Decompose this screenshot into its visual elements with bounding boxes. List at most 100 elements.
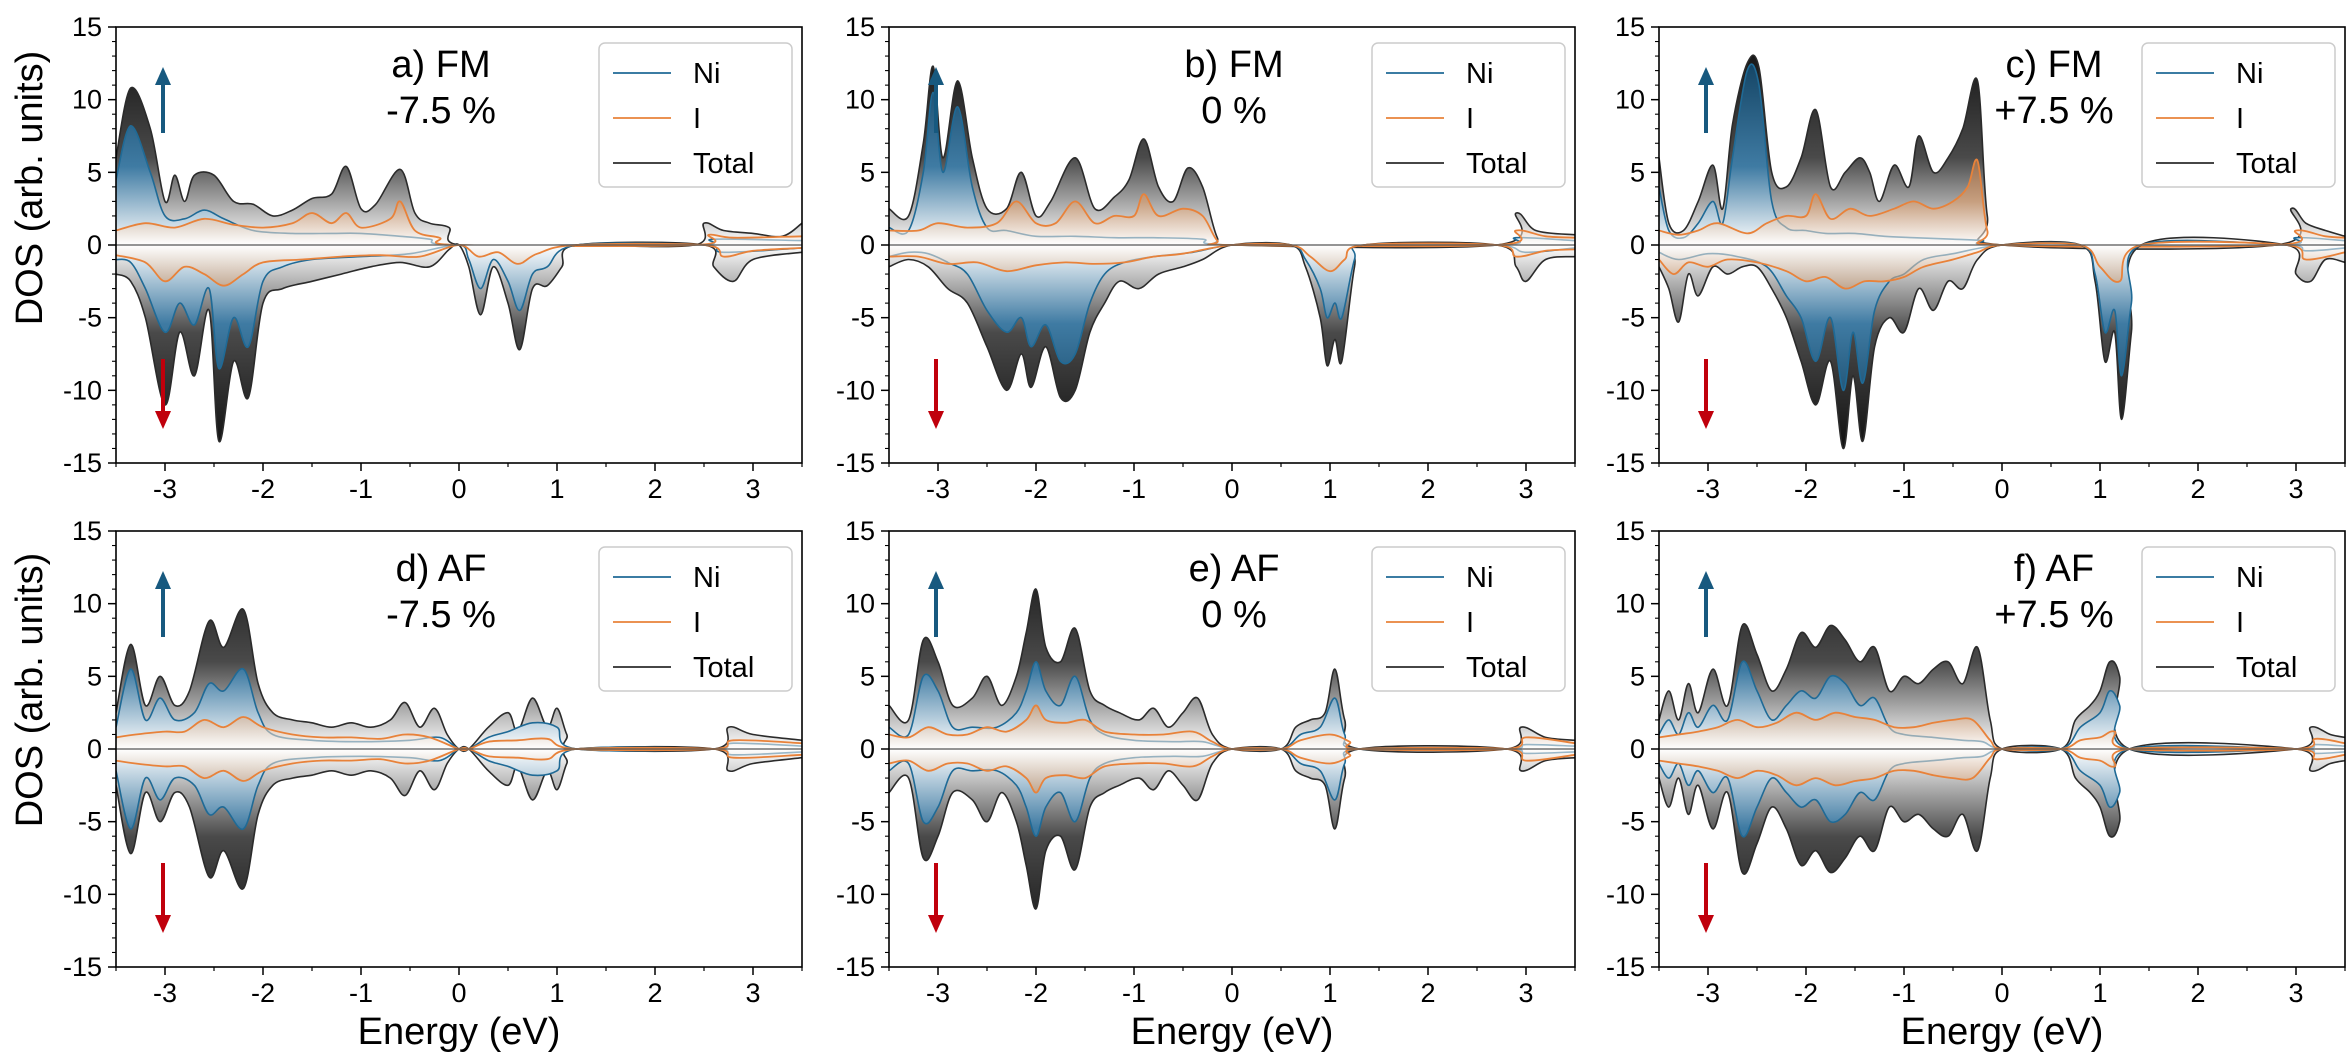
x-tick-label: 3 — [1518, 474, 1533, 504]
x-tick-label: -3 — [926, 978, 950, 1008]
x-tick-label: 0 — [451, 978, 466, 1008]
plot-area — [116, 608, 802, 890]
x-tick-label: -3 — [926, 474, 950, 504]
spin-up-arrow-icon — [1698, 67, 1714, 133]
y-tick-label: 10 — [1615, 589, 1645, 619]
panel-label: d) AF — [396, 548, 487, 590]
legend-box — [1371, 42, 1566, 188]
y-tick-label: -10 — [836, 375, 875, 405]
i-dos-up-area — [1659, 159, 2345, 247]
total-dos-up-line — [116, 86, 802, 248]
i-dos-down-line — [889, 242, 1575, 273]
y-tick-label: -5 — [1621, 303, 1645, 333]
y-tick-label: 5 — [860, 661, 875, 691]
plot-area — [1659, 623, 2345, 875]
y-tick-label: 5 — [860, 157, 875, 187]
x-tick-label: -1 — [349, 474, 373, 504]
spin-down-arrow-icon — [928, 863, 944, 933]
panel-label: a) FM — [391, 44, 490, 86]
panel-label: c) FM — [2005, 44, 2102, 86]
legend-entry: Ni — [693, 562, 720, 594]
ni-dos-up-line — [1659, 660, 2345, 754]
legend: Ni I Total — [2141, 42, 2336, 188]
y-tick-label: -10 — [63, 375, 102, 405]
spin-up-arrow-icon — [155, 67, 171, 133]
legend-entry: I — [693, 607, 701, 639]
legend-entry: Total — [2236, 652, 2297, 684]
y-tick-label: -5 — [851, 303, 875, 333]
total-dos-down-line — [889, 745, 1575, 910]
i-dos-down-area — [889, 747, 1575, 793]
y-tick-label: -10 — [63, 879, 102, 909]
ni-dos-down-area — [889, 243, 1575, 364]
y-tick-label: 0 — [860, 734, 875, 764]
y-tick-label: 10 — [845, 589, 875, 619]
i-dos-down-area — [116, 747, 802, 781]
i-dos-up-area — [1659, 712, 2345, 751]
legend-entry: Total — [693, 148, 754, 180]
i-dos-up-line — [889, 704, 1575, 752]
i-dos-down-line — [889, 746, 1575, 794]
spin-down-arrow-icon — [155, 359, 171, 429]
legend-entry: Total — [2236, 148, 2297, 180]
legend-entry: Ni — [2236, 562, 2263, 594]
spin-down-arrow-icon — [1698, 359, 1714, 429]
x-tick-label: -2 — [1794, 474, 1818, 504]
spin-down-arrow-icon — [928, 359, 944, 429]
y-tick-label: 15 — [72, 516, 102, 546]
x-tick-label: 2 — [647, 474, 662, 504]
panel-label: b) FM — [1184, 44, 1283, 86]
spin-down-arrow-icon — [1698, 863, 1714, 933]
x-tick-label: -3 — [153, 474, 177, 504]
legend-entry: Ni — [1466, 58, 1493, 90]
spin-up-arrow-icon — [928, 571, 944, 637]
total-dos-up-area — [889, 66, 1575, 248]
i-dos-up-area — [116, 717, 802, 751]
y-tick-label: 0 — [87, 230, 102, 260]
plot-area — [889, 65, 1575, 403]
x-tick-label: 1 — [1322, 474, 1337, 504]
x-tick-label: -2 — [1024, 978, 1048, 1008]
x-tick-label: 2 — [1420, 474, 1435, 504]
i-dos-up-area — [889, 705, 1575, 751]
x-tick-label: -3 — [1696, 978, 1720, 1008]
strain-label: -7.5 % — [386, 90, 496, 132]
x-axis-label-b: Energy (eV) — [1131, 1011, 1334, 1053]
x-tick-label: 1 — [549, 978, 564, 1008]
plot-area — [889, 588, 1575, 910]
x-tick-label: 2 — [2190, 978, 2205, 1008]
legend-entry: Total — [1466, 652, 1527, 684]
strain-label: +7.5 % — [1994, 594, 2113, 636]
legend-entry: I — [693, 103, 701, 135]
x-tick-label: -3 — [153, 978, 177, 1008]
spin-up-arrow-icon — [1698, 571, 1714, 637]
total-dos-up-line — [1659, 623, 2345, 757]
panel-label: e) AF — [1189, 548, 1280, 590]
x-tick-label: 0 — [1994, 474, 2009, 504]
x-tick-label: -2 — [251, 474, 275, 504]
legend: Ni I Total — [2141, 546, 2336, 692]
plot-area — [1659, 54, 2345, 450]
x-tick-label: -3 — [1696, 474, 1720, 504]
x-tick-label: -2 — [1024, 474, 1048, 504]
strain-label: +7.5 % — [1994, 90, 2113, 132]
legend-entry: Total — [693, 652, 754, 684]
y-tick-label: 15 — [845, 12, 875, 42]
legend: Ni I Total — [1371, 42, 1566, 188]
y-tick-label: 10 — [72, 589, 102, 619]
y-tick-label: 0 — [860, 230, 875, 260]
x-tick-label: -1 — [1892, 978, 1916, 1008]
total-dos-down-line — [1659, 236, 2345, 450]
y-tick-label: -15 — [1606, 448, 1645, 478]
x-tick-label: 3 — [2288, 978, 2303, 1008]
x-tick-label: 0 — [1224, 978, 1239, 1008]
total-dos-down-line — [116, 241, 802, 443]
y-tick-label: 0 — [1630, 230, 1645, 260]
legend: Ni I Total — [598, 546, 793, 692]
total-dos-down-area — [1659, 237, 2345, 449]
spin-up-arrow-icon — [928, 67, 944, 133]
